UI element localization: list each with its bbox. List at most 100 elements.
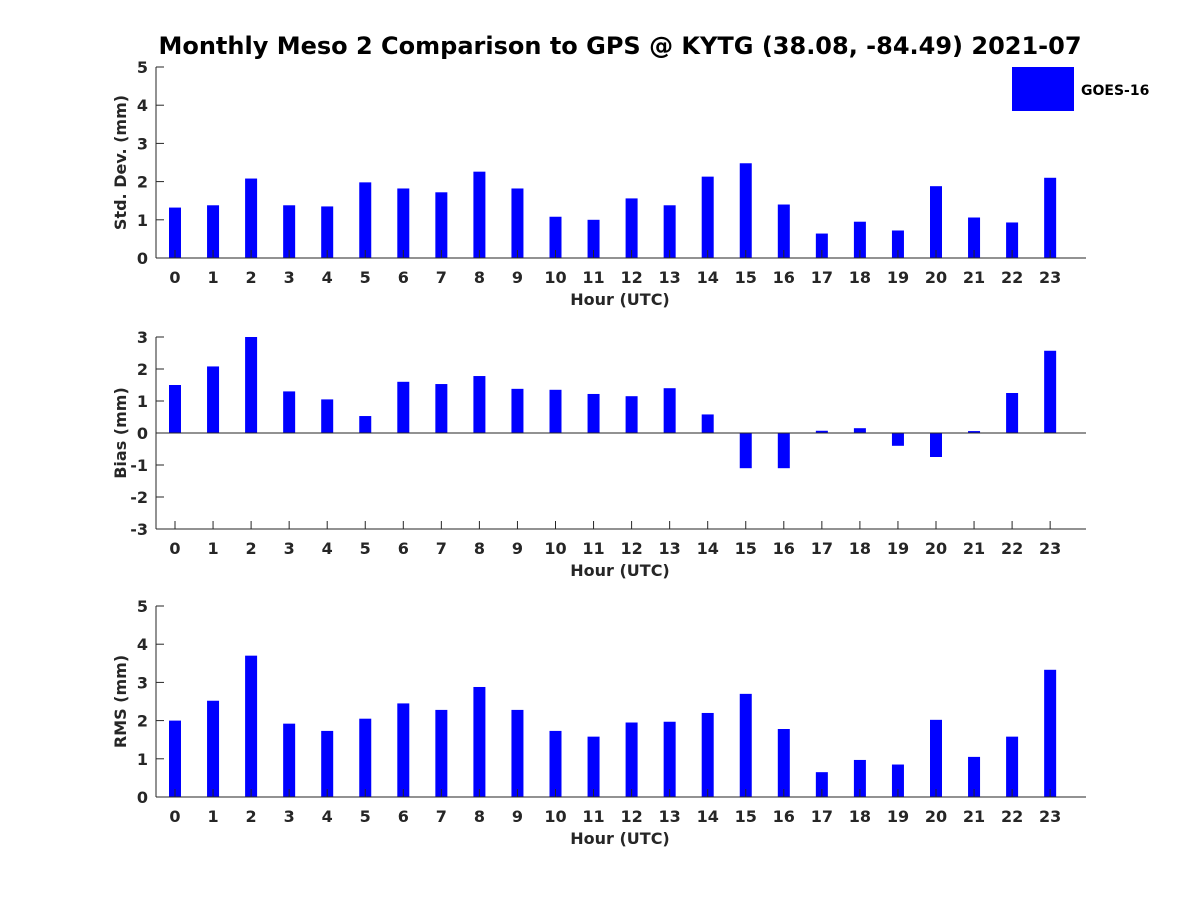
bar-std-dev-3 [283,205,296,258]
bar-rms-5 [359,718,372,797]
x-tick-label: 1 [207,539,218,558]
x-tick-label: 13 [659,807,681,826]
x-tick-label: 4 [322,268,333,287]
bar-rms-2 [245,655,258,797]
x-tick-label: 23 [1039,539,1061,558]
x-tick-label: 4 [322,807,333,826]
y-tick-label: 1 [137,392,148,411]
x-tick-label: 7 [436,539,447,558]
x-tick-label: 20 [925,539,947,558]
bar-std-dev-22 [1006,222,1019,258]
bar-rms-11 [587,736,600,797]
bar-bias-6 [397,381,410,433]
x-tick-label: 6 [398,539,409,558]
x-tick-label: 0 [169,807,180,826]
x-tick-label: 20 [925,807,947,826]
y-tick-label: 4 [137,96,148,115]
bar-std-dev-12 [625,198,638,258]
y-tick-label: -1 [130,456,148,475]
x-tick-label: 14 [697,268,719,287]
bar-bias-2 [245,337,258,433]
x-tick-label: 17 [811,807,833,826]
x-tick-label: 22 [1001,268,1023,287]
bar-std-dev-5 [359,182,372,258]
bar-std-dev-14 [701,176,714,258]
x-axis-label: Hour (UTC) [570,561,670,580]
bar-std-dev-6 [397,188,410,258]
bar-std-dev-10 [549,216,562,258]
legend: GOES-16 [1012,67,1149,111]
y-tick-label: 2 [137,712,148,731]
bar-bias-9 [511,388,524,433]
bar-rms-23 [1044,669,1057,797]
x-tick-label: 17 [811,539,833,558]
bar-std-dev-9 [511,188,524,258]
bar-std-dev-2 [245,178,258,258]
x-tick-label: 2 [246,539,257,558]
x-tick-label: 9 [512,539,523,558]
y-tick-label: -3 [130,520,148,539]
x-tick-label: 17 [811,268,833,287]
y-tick-label: 3 [137,673,148,692]
x-tick-label: 22 [1001,539,1023,558]
bar-std-dev-4 [321,206,334,258]
y-tick-label: 1 [137,750,148,769]
y-tick-label: -2 [130,488,148,507]
bar-rms-16 [777,729,790,797]
bar-bias-3 [283,391,296,433]
bar-std-dev-17 [815,233,828,258]
x-tick-label: 3 [284,539,295,558]
x-tick-label: 10 [544,539,566,558]
x-tick-label: 7 [436,807,447,826]
x-tick-label: 13 [659,268,681,287]
bar-rms-18 [853,759,866,797]
bar-bias-16 [777,433,790,469]
x-tick-label: 0 [169,539,180,558]
x-tick-label: 15 [735,807,757,826]
x-tick-label: 18 [849,539,871,558]
x-axis-label: Hour (UTC) [570,290,670,309]
bar-bias-19 [891,433,904,446]
x-tick-label: 5 [360,268,371,287]
x-tick-label: 2 [246,807,257,826]
y-tick-label: 0 [137,249,148,268]
bar-bias-22 [1006,393,1019,433]
x-tick-label: 3 [284,268,295,287]
bar-bias-12 [625,396,638,433]
x-tick-label: 13 [659,539,681,558]
bar-rms-6 [397,703,410,797]
x-tick-label: 18 [849,807,871,826]
bar-rms-9 [511,709,524,797]
x-tick-label: 15 [735,539,757,558]
legend-swatch [1012,67,1074,111]
x-axis-label: Hour (UTC) [570,829,670,848]
x-tick-label: 9 [512,807,523,826]
x-tick-label: 10 [544,268,566,287]
x-tick-label: 11 [582,807,604,826]
bar-bias-15 [739,433,752,469]
bar-std-dev-11 [587,219,600,258]
x-tick-label: 23 [1039,807,1061,826]
y-tick-label: 3 [137,134,148,153]
figure-title: Monthly Meso 2 Comparison to GPS @ KYTG … [158,32,1081,60]
bar-rms-19 [891,764,904,797]
bar-bias-0 [169,385,181,433]
y-tick-label: 2 [137,173,148,192]
bar-bias-21 [968,431,981,433]
bar-rms-7 [435,709,448,797]
x-tick-label: 1 [207,268,218,287]
y-tick-label: 4 [137,635,148,654]
x-tick-label: 22 [1001,807,1023,826]
bar-rms-1 [207,700,220,797]
bar-rms-20 [930,719,942,797]
x-tick-label: 6 [398,807,409,826]
x-tick-label: 18 [849,268,871,287]
bar-rms-13 [663,721,676,797]
y-axis-label: Bias (mm) [111,387,130,479]
bar-std-dev-8 [473,171,486,258]
x-tick-label: 21 [963,268,985,287]
